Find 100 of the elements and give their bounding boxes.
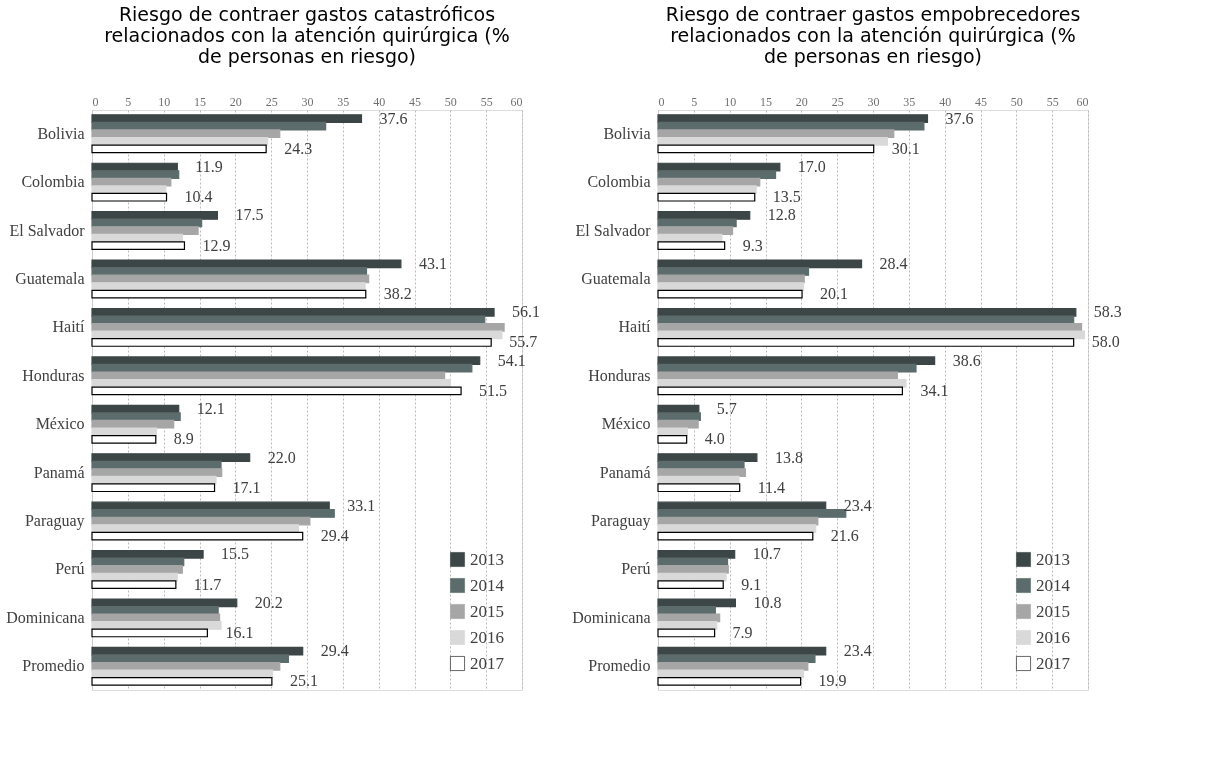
data-label: 51.5 — [479, 381, 508, 399]
bar — [91, 226, 199, 235]
bar — [91, 144, 267, 154]
chart-title: Riesgo de contraer gastos catastróficos relacionados con la atención quirúrgica (% de personas en riesgo) — [104, 3, 510, 67]
y-tick-label: Dominicana — [6, 608, 85, 626]
data-label: 29.4 — [320, 642, 349, 660]
bar — [91, 509, 335, 518]
data-label: 34.1 — [920, 381, 949, 399]
x-tick-label: 0 — [658, 94, 665, 109]
data-label: 56.1 — [512, 303, 541, 321]
x-tick-label: 15 — [760, 94, 772, 109]
data-label: 17.1 — [232, 478, 261, 496]
data-label: 7.9 — [732, 623, 753, 641]
y-tick-label: Bolivia — [603, 124, 651, 142]
data-label: 30.1 — [891, 139, 920, 157]
x-tick-label: 20 — [229, 94, 242, 109]
data-label: 54.1 — [497, 351, 526, 369]
bar — [657, 621, 718, 630]
bar — [91, 114, 363, 123]
bar — [657, 289, 803, 299]
y-tick-label: Paraguay — [24, 512, 85, 531]
y-tick-label: México — [35, 415, 85, 433]
x-tick-label: 40 — [373, 94, 386, 109]
bar — [91, 170, 180, 179]
bar — [91, 289, 367, 299]
x-tick-label: 50 — [1010, 94, 1023, 109]
bar — [91, 356, 481, 366]
bar — [657, 427, 688, 437]
x-tick-label: 25 — [265, 94, 278, 109]
data-label: 8.9 — [173, 430, 194, 448]
bar — [91, 323, 505, 332]
data-label: 58.3 — [1093, 303, 1122, 321]
bar — [657, 613, 721, 623]
bar — [91, 338, 492, 347]
x-tick-label: 25 — [831, 94, 844, 109]
y-tick-label: Haití — [52, 318, 86, 336]
data-label: 37.6 — [379, 109, 408, 127]
x-tick-label: 30 — [301, 94, 314, 109]
data-label: 38.2 — [383, 285, 412, 303]
y-tick-label: Panamá — [599, 463, 651, 481]
data-label: 19.9 — [818, 672, 847, 690]
y-tick-label: Honduras — [22, 366, 85, 384]
bar — [91, 580, 177, 589]
y-tick-label: Paraguay — [590, 512, 651, 531]
x-tick-label: 60 — [510, 94, 523, 109]
bar — [657, 434, 688, 444]
x-tick-label: 30 — [867, 94, 880, 109]
bar — [657, 267, 810, 276]
bar — [657, 598, 736, 608]
bar — [91, 524, 299, 533]
y-tick-label: México — [601, 415, 651, 433]
data-label: 5.7 — [716, 400, 737, 418]
bar — [657, 412, 701, 422]
bar — [91, 483, 216, 493]
legend-label: 2016 — [1036, 627, 1070, 647]
legend-label: 2014 — [1036, 575, 1071, 595]
bar — [91, 677, 273, 686]
y-tick-label: Guatemala — [15, 269, 85, 287]
bar — [91, 427, 158, 437]
bar — [657, 226, 734, 235]
x-tick-label: 0 — [92, 94, 99, 109]
bar — [91, 557, 185, 567]
bar — [657, 557, 729, 567]
bar — [91, 613, 221, 623]
legend-label: 2015 — [1036, 601, 1070, 621]
bar — [91, 453, 251, 462]
bar — [657, 483, 741, 493]
bar — [91, 315, 486, 325]
data-label: 13.5 — [772, 188, 801, 206]
y-tick-label: Dominicana — [572, 608, 651, 626]
x-tick-label: 20 — [795, 94, 808, 109]
bar — [91, 412, 181, 422]
data-label: 10.8 — [753, 593, 782, 611]
y-tick-label: El Salvador — [575, 221, 652, 239]
x-tick-label: 55 — [480, 94, 493, 109]
bar — [657, 323, 1083, 332]
y-tick-label: Guatemala — [581, 269, 651, 287]
data-label: 33.1 — [347, 496, 376, 514]
bar — [657, 144, 875, 154]
y-tick-label: Perú — [621, 560, 651, 578]
data-label: 29.4 — [320, 527, 349, 545]
data-label: 12.1 — [196, 400, 225, 418]
bar — [657, 192, 756, 202]
y-tick-label: Perú — [55, 560, 85, 578]
data-label: 58.0 — [1091, 333, 1120, 351]
data-label: 15.5 — [221, 545, 250, 563]
bar — [91, 434, 157, 444]
bar — [657, 453, 758, 462]
bar — [91, 371, 446, 381]
y-tick-label: Promedio — [588, 657, 651, 675]
data-label: 12.8 — [767, 206, 796, 224]
bar — [657, 386, 903, 396]
data-label: 28.4 — [879, 254, 908, 272]
x-tick-label: 35 — [903, 94, 916, 109]
x-tick-label: 35 — [337, 94, 350, 109]
legend-label: 2017 — [1036, 653, 1071, 673]
bar — [657, 654, 816, 664]
bar — [657, 282, 805, 291]
bar — [91, 669, 274, 679]
data-label: 17.5 — [235, 206, 264, 224]
